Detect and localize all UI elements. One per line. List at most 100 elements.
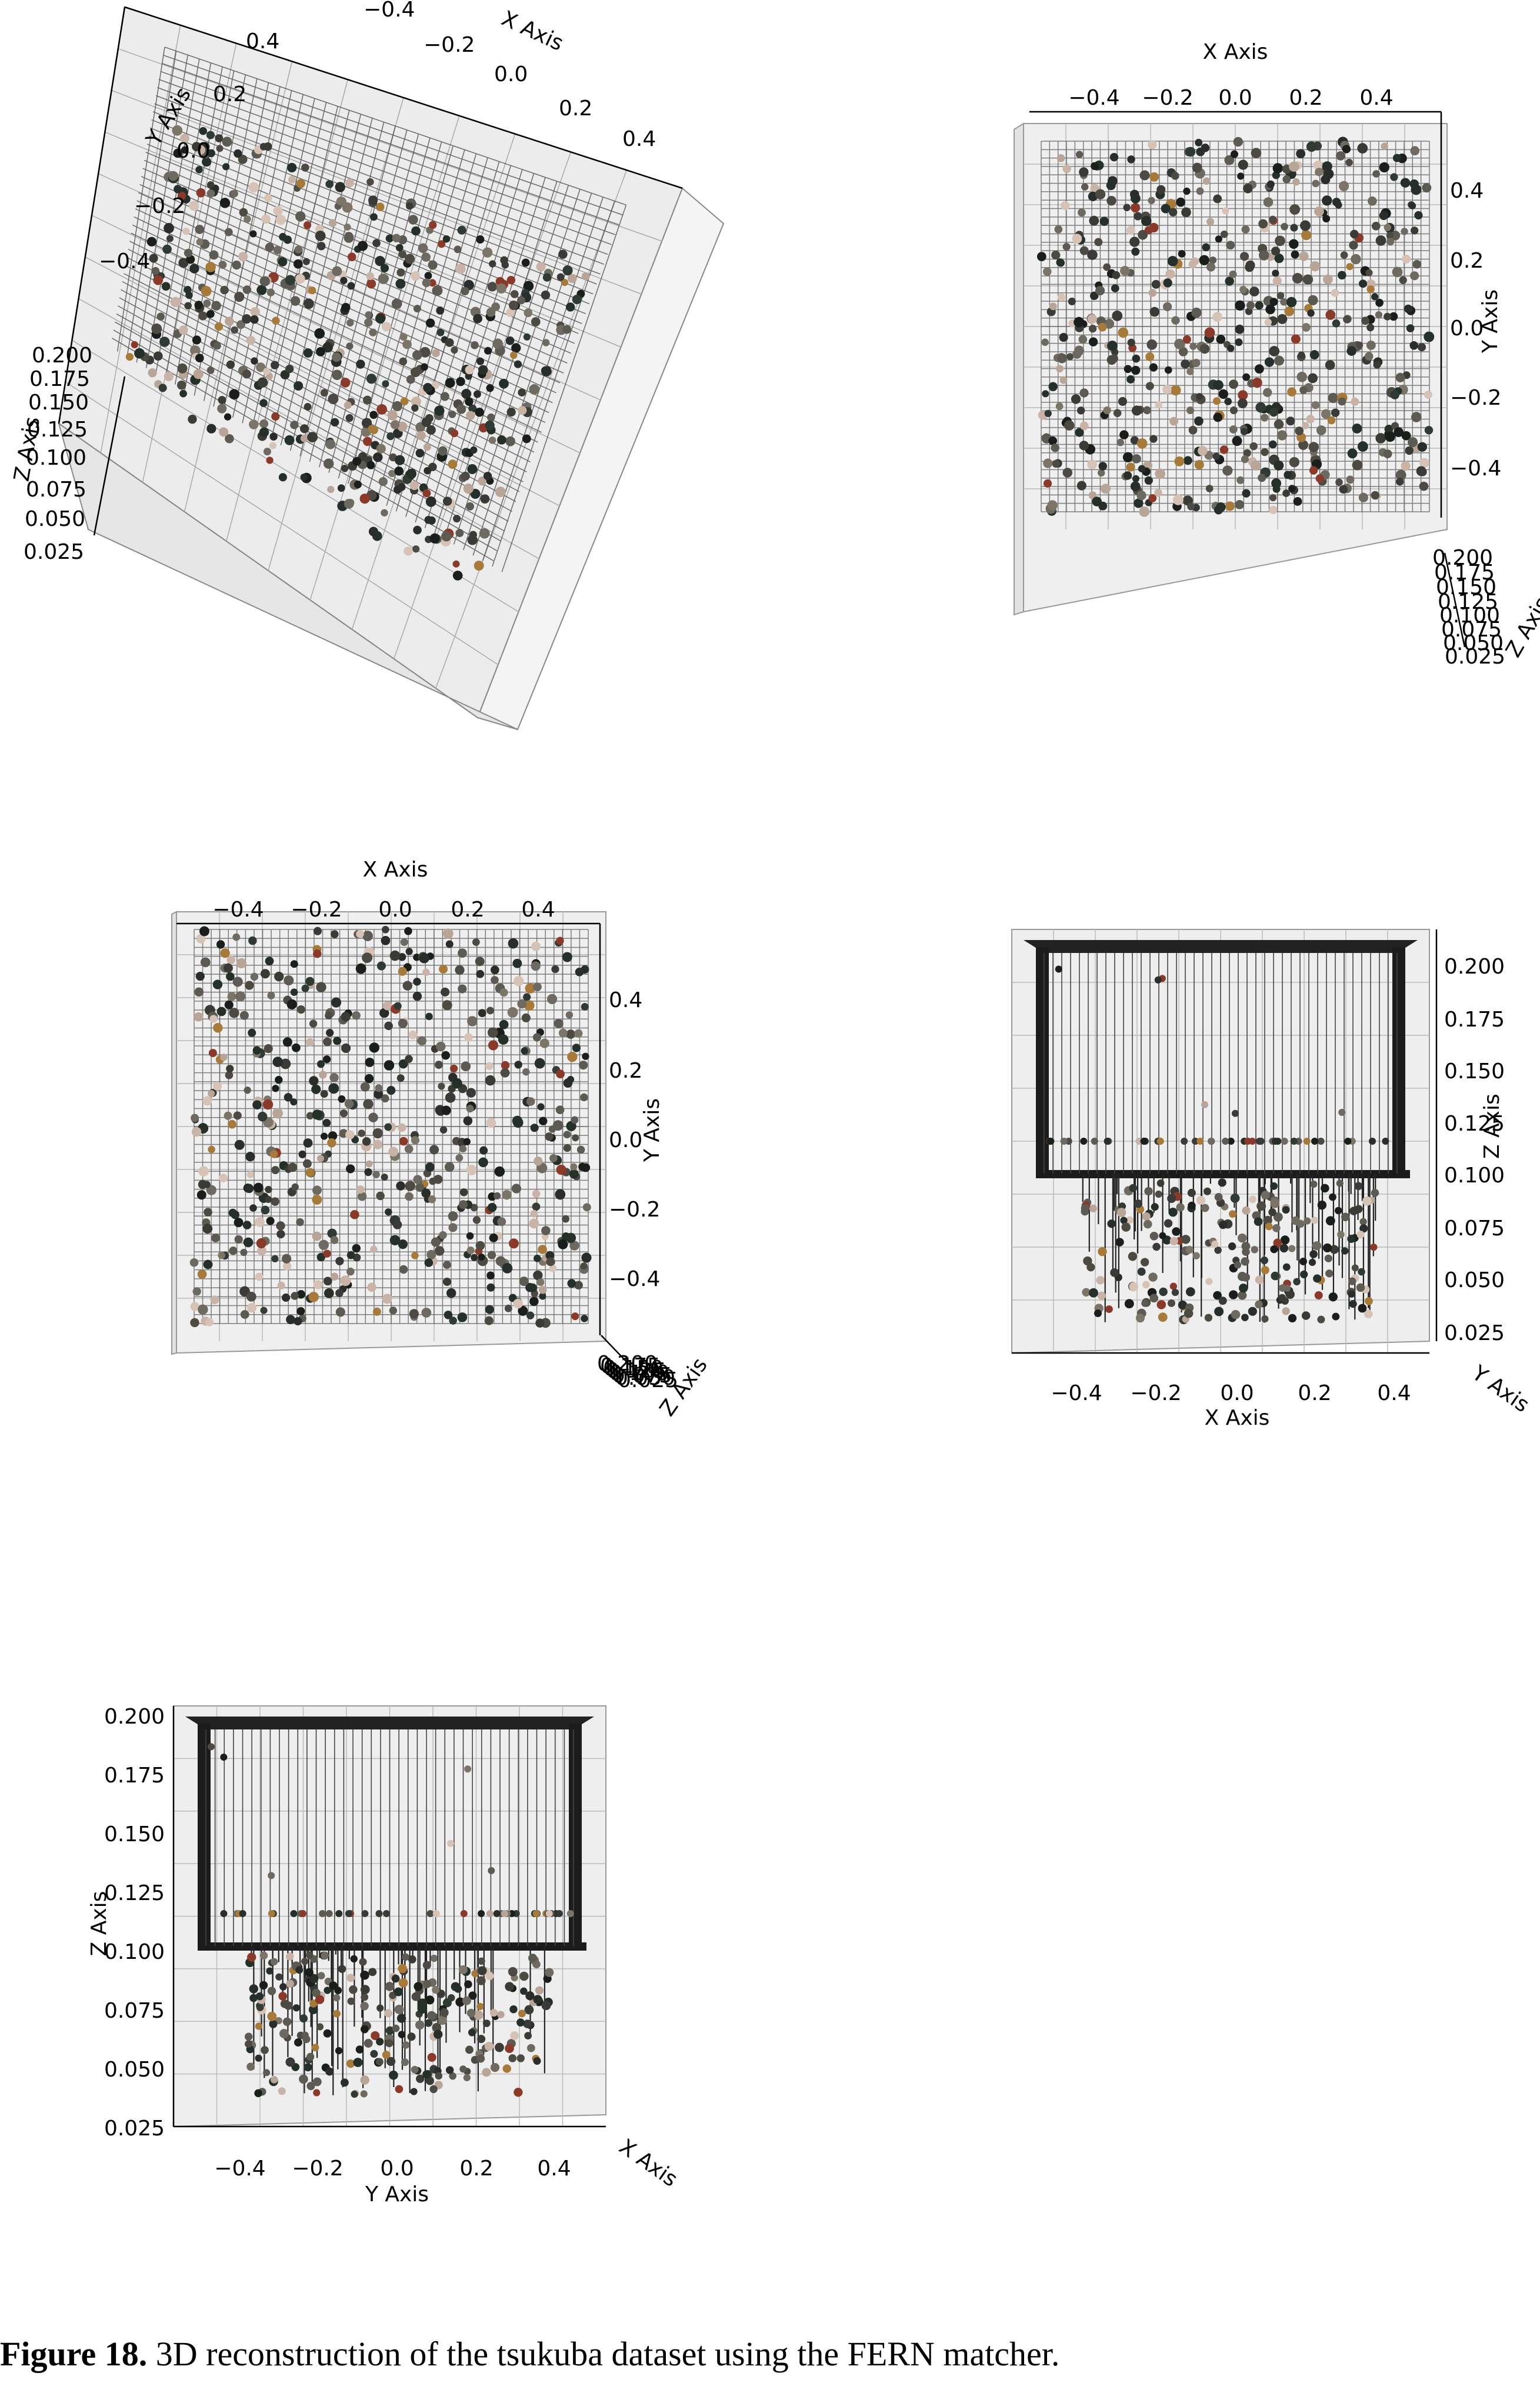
data-point: [282, 1262, 292, 1271]
data-point: [1261, 448, 1269, 456]
data-point: [1260, 1257, 1269, 1265]
data-point: [457, 225, 466, 235]
data-point: [1129, 189, 1139, 199]
data-point: [368, 195, 378, 205]
data-point: [533, 2057, 541, 2065]
data-point: [1148, 1272, 1158, 1282]
data-point: [1213, 194, 1222, 204]
data-point: [1198, 446, 1208, 456]
data-point: [363, 1099, 374, 1109]
data-point: [1227, 1138, 1235, 1145]
data-point: [580, 1093, 588, 1102]
data-point: [1354, 1182, 1363, 1191]
data-point: [254, 2089, 262, 2098]
data-point: [1399, 276, 1407, 284]
data-point: [1261, 414, 1269, 422]
plot-side-yz-svg: −0.4 −0.2 0.0 0.2 0.4 Y Axis 0.200 0.175…: [87, 1705, 682, 2207]
points: [125, 125, 590, 581]
data-point: [1178, 249, 1186, 258]
data-point: [388, 469, 396, 477]
data-point: [1238, 1291, 1247, 1300]
mesh-line: [261, 106, 338, 435]
data-point: [417, 1036, 426, 1046]
mesh-line: [309, 126, 396, 462]
data-point: [1291, 1216, 1300, 1225]
data-point: [1099, 216, 1109, 226]
data-point: [1289, 204, 1301, 215]
data-point: [506, 407, 516, 417]
data-point: [1134, 1199, 1143, 1208]
data-point: [1120, 266, 1130, 276]
points: [1046, 965, 1389, 1325]
data-point: [1338, 1108, 1346, 1116]
data-point: [1227, 345, 1235, 352]
data-point: [131, 341, 138, 349]
data-point: [290, 296, 301, 306]
mesh-line: [492, 201, 615, 567]
data-point: [468, 1991, 477, 2000]
data-point: [395, 244, 404, 252]
data-point: [416, 2074, 425, 2084]
data-point: [1079, 421, 1089, 431]
data-point: [1154, 489, 1162, 497]
data-point: [330, 1236, 339, 1244]
data-point: [151, 323, 162, 334]
data-point: [306, 2082, 315, 2091]
data-point: [224, 1000, 234, 1009]
data-point: [1263, 1215, 1272, 1225]
data-point: [236, 958, 247, 969]
data-point: [372, 1128, 383, 1139]
data-point: [1079, 167, 1089, 177]
data-point: [1112, 310, 1123, 321]
data-point: [488, 436, 496, 444]
data-point: [442, 1277, 452, 1287]
data-point: [523, 2019, 532, 2028]
data-point: [278, 1992, 287, 2001]
data-point: [192, 335, 202, 345]
data-point: [323, 458, 334, 469]
data-point: [458, 1965, 468, 1974]
data-point: [556, 936, 564, 945]
data-point: [1414, 211, 1423, 220]
y-tick: 0.4: [537, 2157, 571, 2181]
data-point: [365, 1160, 373, 1168]
data-point: [422, 968, 430, 976]
data-point: [1358, 1268, 1365, 1276]
data-point: [1113, 409, 1122, 418]
mesh-line: [271, 110, 350, 440]
data-point: [429, 533, 440, 544]
data-point: [1120, 1217, 1128, 1224]
data-point: [387, 410, 398, 421]
data-point: [408, 1955, 416, 1964]
data-point: [452, 560, 460, 568]
data-point: [1145, 382, 1154, 391]
data-point: [327, 1228, 337, 1238]
data-point: [532, 1189, 541, 1198]
data-point: [455, 529, 464, 538]
mesh: [112, 46, 627, 572]
data-point: [290, 960, 298, 968]
data-point: [1046, 1138, 1054, 1145]
data-point: [324, 1288, 334, 1298]
data-point: [352, 456, 361, 466]
data-point: [331, 418, 339, 426]
data-point: [506, 275, 516, 285]
data-point: [467, 1016, 478, 1026]
data-point: [278, 2087, 286, 2095]
data-point: [384, 1060, 395, 1071]
data-point: [1141, 1299, 1149, 1307]
data-point: [284, 975, 294, 986]
data-point: [250, 972, 259, 981]
data-point: [571, 1312, 579, 1321]
data-point: [247, 1952, 256, 1962]
data-point: [1280, 298, 1288, 306]
data-point: [373, 452, 383, 462]
data-point: [315, 1995, 325, 2004]
data-point: [1089, 215, 1099, 226]
data-point: [424, 466, 431, 475]
data-point: [1268, 440, 1277, 449]
data-point: [315, 231, 326, 241]
data-point: [581, 1315, 588, 1322]
data-point: [245, 981, 254, 990]
data-point: [335, 1257, 344, 1266]
